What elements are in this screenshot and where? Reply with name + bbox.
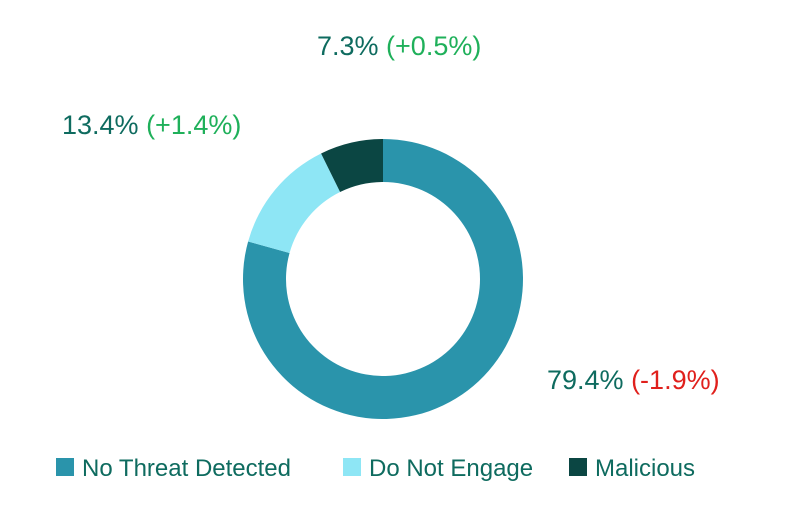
donut-slices — [242, 139, 523, 419]
data-label-change: (-1.9%) — [624, 365, 720, 395]
data-label-change: (+1.4%) — [139, 110, 242, 140]
legend-swatch — [56, 458, 74, 476]
legend-label: No Threat Detected — [82, 455, 291, 482]
data-label-change: (+0.5%) — [379, 31, 482, 61]
slice-no-threat-detected — [242, 139, 523, 419]
legend-swatch — [343, 458, 361, 476]
slice-malicious — [321, 139, 383, 193]
data-label-value: 13.4% — [62, 110, 139, 140]
data-label-value: 7.3% — [317, 31, 379, 61]
data-label-value: 79.4% — [547, 365, 624, 395]
slice-do-not-engage — [248, 153, 341, 253]
data-label-do-not-engage: 13.4% (+1.4%) — [62, 110, 241, 140]
legend-label: Do Not Engage — [369, 455, 533, 482]
legend-swatch — [569, 458, 587, 476]
legend-item-do-not-engage: Do Not Engage — [343, 455, 533, 482]
data-label-no-threat-detected: 79.4% (-1.9%) — [547, 365, 720, 395]
data-label-malicious: 7.3% (+0.5%) — [317, 31, 481, 61]
data-labels: 79.4% (-1.9%) 13.4% (+1.4%) 7.3% (+0.5%) — [62, 31, 720, 395]
legend-item-malicious: Malicious — [569, 455, 695, 482]
legend: No Threat Detected Do Not Engage Malicious — [56, 455, 695, 482]
legend-item-no-threat-detected: No Threat Detected — [56, 455, 291, 482]
legend-label: Malicious — [595, 455, 695, 482]
